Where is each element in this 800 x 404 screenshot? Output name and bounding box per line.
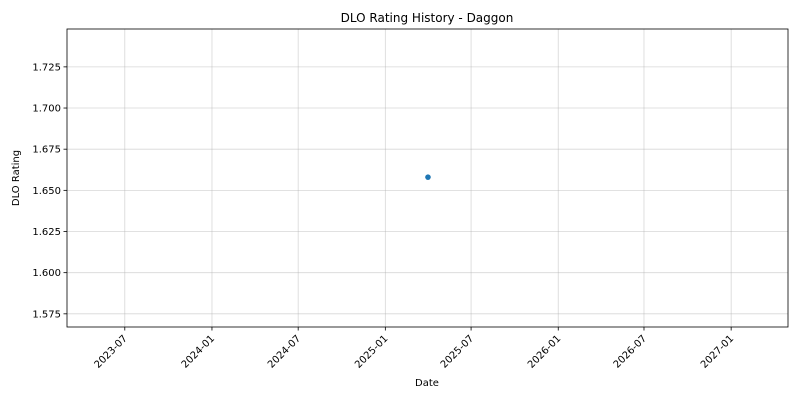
x-tick-label: 2027-01 bbox=[699, 333, 736, 370]
x-tick-label: 2023-07 bbox=[93, 333, 130, 370]
y-tick-label: 1.625 bbox=[32, 227, 61, 238]
data-point bbox=[425, 174, 431, 180]
x-tick-label: 2024-01 bbox=[180, 333, 217, 370]
chart-title: DLO Rating History - Daggon bbox=[341, 11, 514, 25]
y-tick-label: 1.575 bbox=[32, 309, 61, 320]
x-tick-label: 2026-01 bbox=[526, 333, 563, 370]
x-tick-label: 2025-01 bbox=[353, 333, 390, 370]
data-layer bbox=[425, 174, 431, 180]
y-axis-ticks: 1.575 1.600 1.625 1.650 1.675 1.700 1.725 bbox=[32, 62, 67, 320]
x-axis-label: Date bbox=[415, 378, 439, 389]
y-tick-label: 1.675 bbox=[32, 145, 61, 156]
y-tick-label: 1.650 bbox=[32, 186, 61, 197]
x-tick-label: 2024-07 bbox=[266, 333, 303, 370]
x-tick-label: 2026-07 bbox=[612, 333, 649, 370]
x-axis-ticks: 2023-07 2024-01 2024-07 2025-01 2025-07 2026-… bbox=[93, 327, 736, 371]
y-axis-label: DLO Rating bbox=[11, 150, 22, 206]
grid bbox=[67, 29, 788, 327]
y-tick-label: 1.700 bbox=[32, 104, 61, 115]
plot-frame bbox=[66, 28, 789, 328]
y-tick-label: 1.725 bbox=[32, 62, 61, 73]
x-tick-label: 2025-07 bbox=[439, 333, 476, 370]
y-tick-label: 1.600 bbox=[32, 268, 61, 279]
